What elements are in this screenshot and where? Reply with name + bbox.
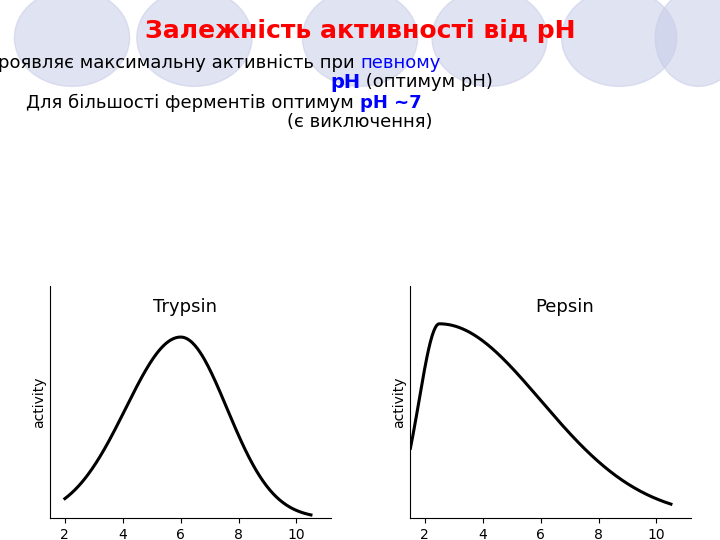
Text: Залежність активності від рН: Залежність активності від рН (145, 19, 575, 43)
Text: певному: певному (360, 54, 441, 72)
Y-axis label: activity: activity (32, 376, 46, 428)
Text: Pepsin: Pepsin (536, 298, 594, 316)
Text: рН: рН (330, 73, 360, 92)
Y-axis label: activity: activity (392, 376, 406, 428)
Text: Для більшості ферментів оптимум: Для більшості ферментів оптимум (27, 94, 360, 112)
Text: рН ~7: рН ~7 (360, 94, 422, 112)
Text: Кожний фермент проявляє максимальну активність при: Кожний фермент проявляє максимальну акти… (0, 54, 360, 72)
Text: Trypsin: Trypsin (153, 298, 217, 316)
Text: (є виключення): (є виключення) (287, 113, 433, 131)
Text: (оптимум рН): (оптимум рН) (360, 73, 493, 91)
